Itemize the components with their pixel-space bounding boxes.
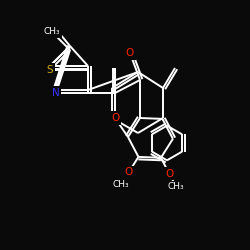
Text: CH₃: CH₃ [112, 180, 129, 189]
Text: O: O [126, 48, 134, 58]
Text: S: S [47, 65, 53, 75]
Text: O: O [111, 113, 119, 123]
Text: O: O [125, 167, 133, 177]
Text: O: O [165, 169, 173, 179]
Text: N: N [52, 88, 60, 98]
Text: CH₃: CH₃ [168, 182, 184, 192]
Text: CH₃: CH₃ [44, 28, 60, 36]
